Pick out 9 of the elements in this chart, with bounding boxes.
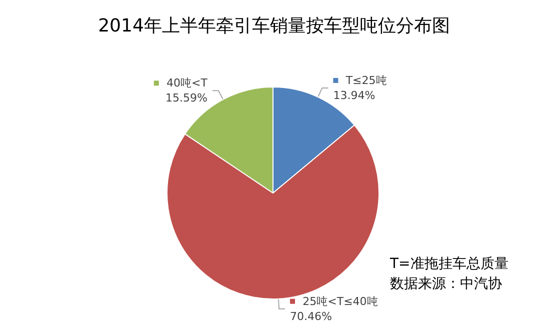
legend-label: 40吨<T — [166, 76, 208, 90]
legend-label: T≤25吨 — [344, 74, 387, 87]
data-label: 13.94% — [333, 88, 376, 102]
data-label: 15.59% — [165, 92, 208, 105]
data-label: 70.46% — [290, 310, 332, 323]
legend-label: 25吨<T≤40吨 — [302, 294, 378, 308]
chart-title: 2014年上半年牵引车销量按车型吨位分布图 — [98, 16, 450, 36]
text: T=准拖挂车总质量 — [389, 256, 508, 272]
source-note: 数据来源：中汽协 — [390, 276, 502, 292]
